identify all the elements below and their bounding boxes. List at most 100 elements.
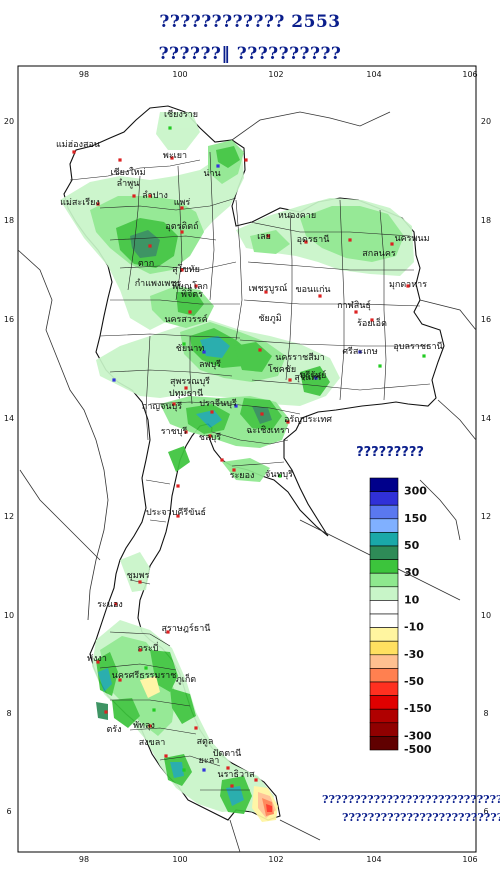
lon-tick-label: 102 — [268, 855, 283, 864]
province-label: อุตรดิตถ์ — [165, 220, 198, 232]
station-marker — [172, 402, 176, 406]
province-label: ลำพูน — [117, 178, 140, 189]
province-label: ระยอง — [230, 471, 255, 481]
station-marker — [244, 158, 248, 162]
legend-label: 150 — [404, 512, 427, 525]
station-marker — [378, 364, 382, 368]
province-label: ตาก — [138, 259, 154, 269]
lat-tick-label: 12 — [4, 512, 14, 521]
province-label: เลย — [257, 232, 271, 242]
legend-swatch — [369, 722, 399, 737]
station-marker — [148, 194, 152, 198]
title-line-1: ???????????? 2553 — [159, 12, 341, 32]
province-label: ชัยภูมิ — [258, 313, 281, 324]
footnote-line-2: ????????????????????????? — [342, 811, 500, 824]
lat-tick-label: 14 — [481, 414, 491, 423]
province-label: อรัญประเทศ — [284, 415, 332, 425]
province-label: ปัตตานี — [213, 748, 242, 759]
footnote-line-1: ?????????????????????????????? — [322, 793, 500, 806]
province-label: จันทบุรี — [265, 469, 293, 480]
province-label: อุบลราชธานี — [393, 341, 442, 352]
station-marker — [96, 660, 100, 664]
lat-tick-label: 8 — [6, 709, 11, 718]
station-marker — [164, 754, 168, 758]
station-marker — [314, 376, 318, 380]
station-marker — [348, 238, 352, 242]
province-label: นราธิวาส — [217, 769, 255, 780]
province-label: สตูล — [197, 737, 214, 747]
station-marker — [182, 342, 186, 346]
station-marker — [166, 630, 170, 634]
station-marker — [180, 268, 184, 272]
legend-swatch — [369, 681, 399, 696]
station-marker — [184, 430, 188, 434]
province-label: ปทุมธานี — [169, 388, 203, 399]
province-label: สกลนคร — [362, 249, 396, 259]
province-label: พิจิตร — [181, 289, 203, 300]
station-marker — [210, 410, 214, 414]
station-marker — [170, 156, 174, 160]
province-label: พัทลุง — [133, 721, 155, 731]
legend-label: -30 — [404, 648, 424, 661]
lat-tick-label: 8 — [483, 709, 488, 718]
province-label: ลพบุรี — [199, 359, 221, 370]
station-marker — [184, 386, 188, 390]
station-marker — [208, 434, 212, 438]
province-label: ชุมพร — [127, 571, 150, 581]
station-marker — [188, 310, 192, 314]
province-label: เพชรบูรณ์ — [249, 282, 288, 294]
station-marker — [194, 726, 198, 730]
station-marker — [138, 648, 142, 652]
province-label: สุพรรณบุรี — [170, 376, 210, 387]
province-label: เชียงราย — [164, 109, 198, 120]
lon-tick-label: 98 — [79, 70, 89, 79]
legend-label: 10 — [404, 593, 420, 606]
legend-label: 30 — [404, 566, 420, 579]
lon-tick-label: 106 — [462, 70, 477, 79]
province-label: หนองคาย — [278, 211, 316, 221]
legend-label: -150 — [404, 702, 432, 715]
station-marker — [406, 284, 410, 288]
legend-swatch — [369, 518, 399, 533]
province-label: สุโขทัย — [172, 264, 200, 275]
lon-tick-label: 104 — [366, 70, 381, 79]
legend-swatch — [369, 586, 399, 601]
lat-tick-label: 6 — [483, 807, 488, 816]
station-marker — [144, 666, 148, 670]
longitude-labels-bottom: 98 100 102 104 106 — [79, 855, 478, 864]
province-label: ฉะเชิงเทรา — [246, 425, 289, 436]
province-label: สุรินทร์ — [294, 371, 321, 383]
station-marker — [168, 126, 172, 130]
legend-swatch — [369, 532, 399, 547]
station-marker — [148, 724, 152, 728]
station-marker — [202, 768, 206, 772]
province-label: กาญจนบุรี — [142, 401, 182, 412]
legend-label: -500 — [404, 743, 432, 756]
province-label: พิษณุโลก — [172, 281, 208, 292]
station-marker — [264, 290, 268, 294]
legend-swatch — [369, 640, 399, 656]
lat-tick-label: 18 — [481, 216, 491, 225]
station-marker — [114, 602, 118, 606]
legend-title: ????????? — [356, 445, 424, 460]
station-marker — [390, 242, 394, 246]
station-marker — [226, 766, 230, 770]
lat-tick-label: 20 — [4, 117, 14, 126]
province-label: บุรีรัมย์ — [300, 369, 327, 381]
station-marker — [286, 420, 290, 424]
station-marker — [266, 234, 270, 238]
station-marker — [232, 468, 236, 472]
title-line-2: ??????‖ ?????????? — [158, 44, 342, 64]
legend-swatch — [369, 708, 399, 724]
station-marker — [148, 244, 152, 248]
legend-swatch — [369, 600, 399, 615]
province-label: ชัยนาท — [176, 344, 205, 354]
legend-swatch — [369, 668, 399, 683]
lat-tick-label: 16 — [4, 315, 14, 324]
province-label: ศรีสะเกษ — [342, 346, 377, 357]
legend-swatch — [369, 654, 399, 669]
station-marker — [152, 708, 156, 712]
station-marker — [234, 404, 238, 408]
